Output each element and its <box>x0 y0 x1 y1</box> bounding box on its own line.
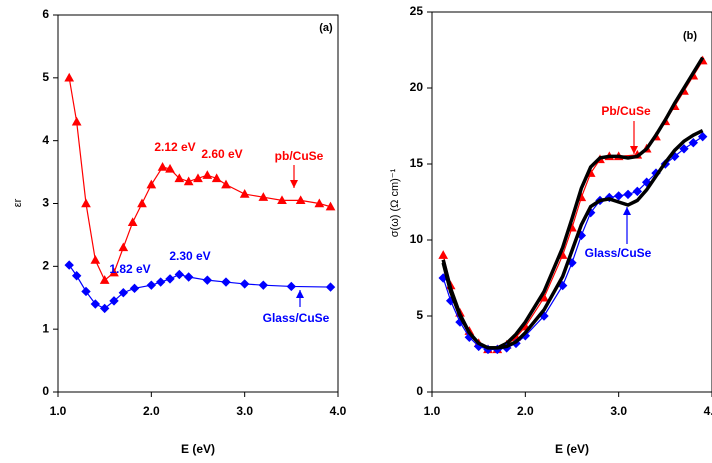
marker <box>258 280 269 290</box>
marker <box>129 283 140 294</box>
marker <box>314 198 325 208</box>
y-tick-label: 0 <box>416 384 423 398</box>
x-axis-label: E (eV) <box>181 442 215 456</box>
marker <box>221 179 231 189</box>
fit-line <box>441 128 704 350</box>
marker <box>239 279 250 289</box>
series-label: pb/CuSe <box>275 149 324 163</box>
marker <box>239 189 250 198</box>
marker <box>64 72 75 82</box>
arrow-head <box>296 290 304 298</box>
marker <box>325 282 336 292</box>
marker <box>174 173 185 183</box>
x-tick-label: 1.0 <box>424 404 441 418</box>
y-tick-label: 5 <box>416 308 423 322</box>
y-tick-label: 5 <box>42 70 49 84</box>
marker <box>183 176 194 186</box>
marker <box>697 131 708 142</box>
marker <box>165 274 175 284</box>
y-axis-label: εr <box>12 198 24 207</box>
marker <box>258 192 269 201</box>
x-tick-label: 4.0 <box>330 404 347 418</box>
marker <box>632 186 643 197</box>
series-label: Glass/CuSe <box>263 311 330 325</box>
panel-label: (a) <box>319 22 333 34</box>
series-line <box>68 77 331 282</box>
marker <box>165 163 175 173</box>
arrow-head <box>630 146 638 154</box>
marker <box>118 288 129 298</box>
y-tick-label: 1 <box>42 321 49 335</box>
x-tick-label: 4.0 <box>704 404 712 418</box>
y-tick-label: 20 <box>410 80 424 94</box>
x-tick-label: 1.0 <box>50 404 67 418</box>
series-label: Pb/CuSe <box>601 104 651 118</box>
marker <box>137 198 147 208</box>
annotation: 2.60 eV <box>201 147 242 161</box>
y-tick-label: 3 <box>42 196 49 210</box>
plot-frame <box>431 11 712 393</box>
x-tick-label: 2.0 <box>143 404 160 418</box>
y-tick-label: 15 <box>410 156 424 170</box>
marker <box>438 250 449 259</box>
x-tick-label: 2.0 <box>517 404 534 418</box>
marker <box>295 195 306 205</box>
marker <box>183 272 194 282</box>
panel-label: (b) <box>683 30 697 42</box>
annotation: 1.82 eV <box>109 262 150 276</box>
annotation: 2.30 eV <box>169 249 210 263</box>
plot-frame <box>57 14 339 393</box>
marker <box>90 255 101 264</box>
arrow-head <box>623 207 631 215</box>
y-tick-label: 6 <box>42 7 49 21</box>
annotation: 2.12 eV <box>154 140 195 154</box>
marker <box>679 144 689 154</box>
marker <box>325 201 336 211</box>
marker <box>71 116 82 126</box>
fit-line <box>441 56 705 350</box>
marker <box>688 138 699 148</box>
marker <box>127 217 138 227</box>
marker <box>81 198 91 208</box>
marker <box>174 269 185 280</box>
marker <box>146 179 157 189</box>
marker <box>71 271 82 281</box>
x-tick-label: 3.0 <box>236 404 253 418</box>
x-axis-label: E (eV) <box>555 442 589 456</box>
marker <box>99 303 110 314</box>
marker <box>155 277 166 287</box>
marker <box>623 189 633 200</box>
marker <box>99 275 110 284</box>
arrow-head <box>290 180 298 188</box>
y-tick-label: 10 <box>410 232 424 246</box>
y-tick-label: 0 <box>42 384 49 398</box>
marker <box>193 173 203 183</box>
y-tick-label: 25 <box>410 4 424 18</box>
marker <box>64 260 74 270</box>
marker <box>286 281 297 292</box>
marker <box>202 275 213 285</box>
marker <box>81 286 91 297</box>
x-tick-label: 3.0 <box>610 404 627 418</box>
marker <box>109 267 119 277</box>
marker <box>157 162 168 171</box>
y-tick-label: 2 <box>42 259 49 273</box>
marker <box>90 299 101 309</box>
marker <box>277 195 287 205</box>
series-label: Glass/CuSe <box>585 246 652 260</box>
y-tick-label: 4 <box>42 133 49 147</box>
marker <box>613 191 624 201</box>
marker <box>109 296 119 306</box>
y-axis-label: σ(ω) (Ω cm)⁻¹ <box>389 168 401 237</box>
marker <box>221 277 231 287</box>
marker <box>146 280 157 290</box>
marker <box>202 170 213 179</box>
series-line <box>442 60 704 351</box>
marker <box>118 242 129 252</box>
marker <box>211 173 222 183</box>
